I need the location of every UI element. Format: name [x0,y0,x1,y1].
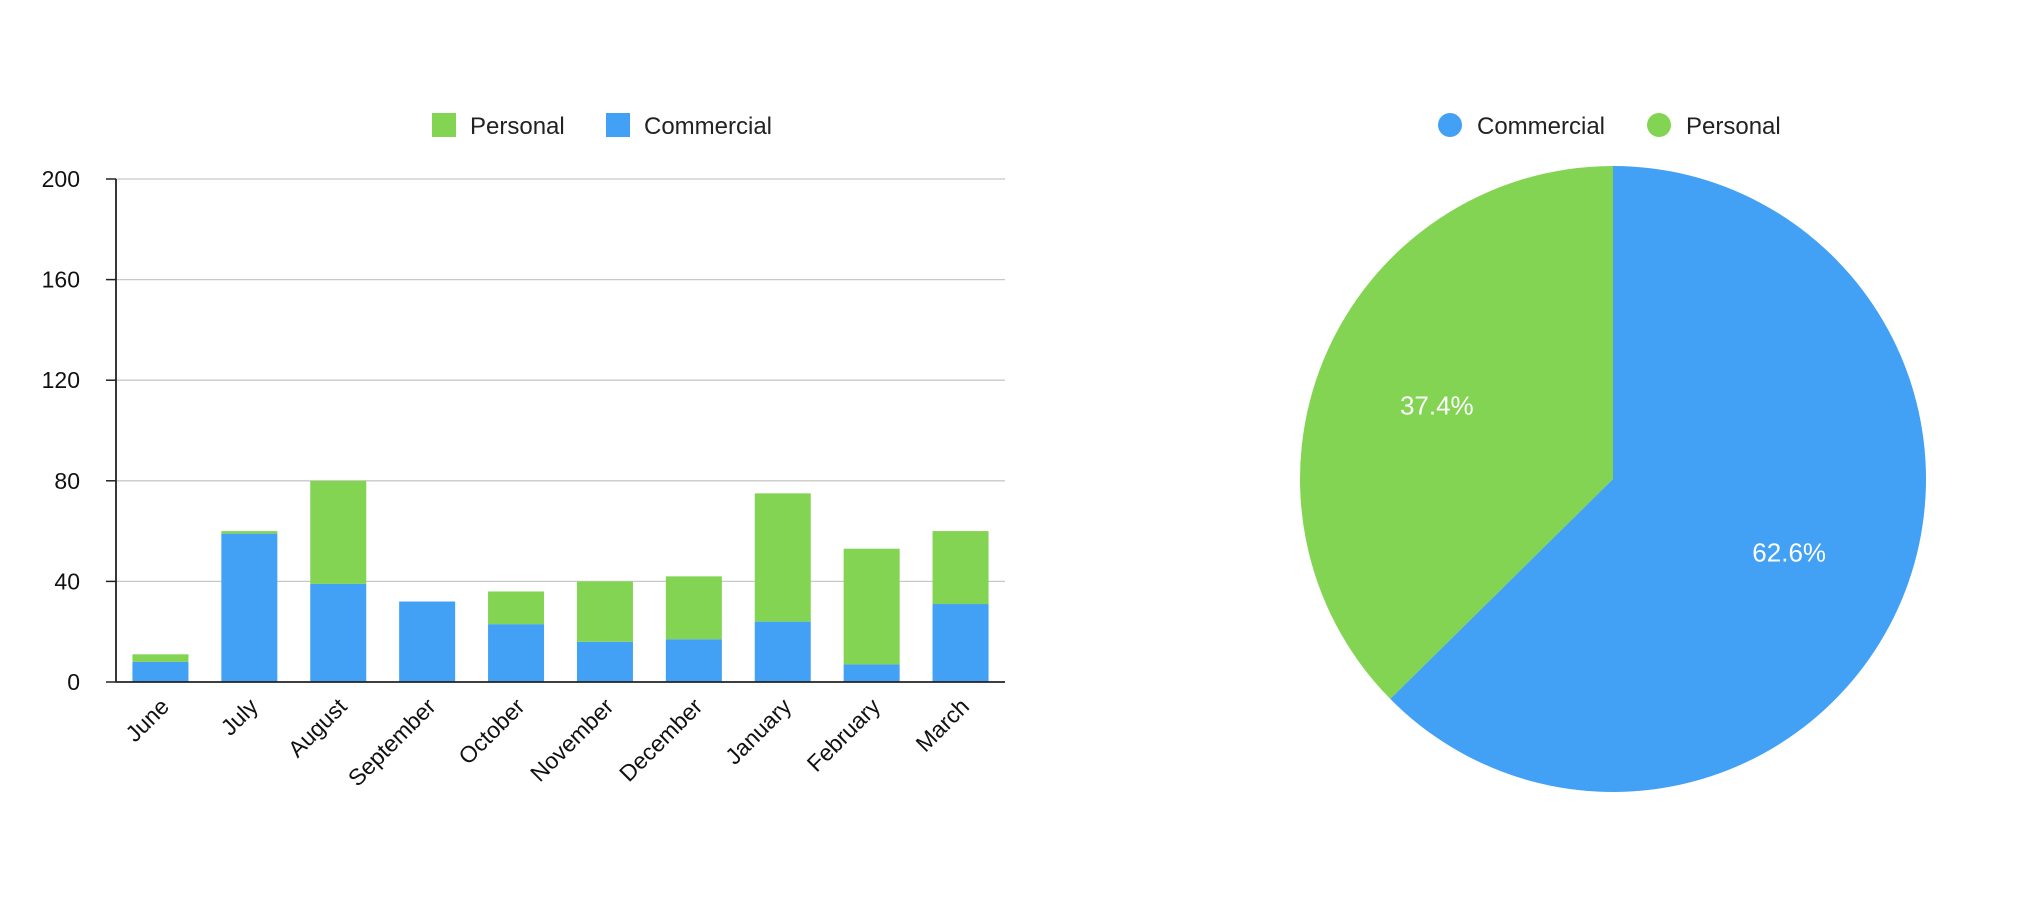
legend-dot-commercial [1438,113,1462,137]
pie-slice-label: 62.6% [1752,538,1826,568]
pie-slice-label: 37.4% [1400,390,1474,420]
x-tick-label: December [614,693,708,787]
x-tick-label: January [720,693,797,770]
pie-legend: Commercial Personal [1438,113,1781,140]
bar-commercial-march [932,604,989,682]
bar-commercial-july [221,533,278,682]
bar-commercial-august [310,583,367,682]
legend-label: Personal [1686,113,1781,140]
bar-personal-june [132,654,189,662]
bar-commercial-november [576,641,633,682]
x-tick-label: September [343,693,441,791]
x-tick-label: July [216,693,264,741]
legend-label: Commercial [1477,113,1605,140]
y-tick-label: 0 [67,669,80,695]
bar-personal-august [310,480,367,584]
pie-slice-commercial [1390,166,1926,792]
legend-dot-personal [1647,113,1671,137]
bar-legend: Personal Commercial [432,113,772,140]
bar-commercial-october [488,624,545,682]
x-tick-label: August [283,693,352,762]
x-tick-label: February [802,693,886,777]
bar-personal-february [843,548,900,665]
legend-label: Commercial [644,113,772,140]
y-tick-label: 120 [42,367,80,393]
bar-personal-october [488,591,545,625]
pie-slice-personal [1299,166,1613,699]
bar-personal-july [221,531,278,534]
bar-personal-december [665,576,722,640]
bar-personal-march [932,531,989,605]
y-tick-label: 160 [42,267,80,293]
pie-chart: 62.6% 37.4% Commercial Personal [1299,113,1926,792]
x-tick-label: March [911,693,975,757]
y-tick-label: 40 [54,568,80,594]
legend-label: Personal [470,113,565,140]
legend-swatch-commercial [606,113,630,137]
bar-commercial-february [843,664,900,682]
x-tick-label: June [120,693,174,747]
bar-personal-november [576,581,633,642]
bar-commercial-december [665,639,722,682]
legend-swatch-personal [432,113,456,137]
bar-personal-january [754,493,811,622]
bar-commercial-june [132,661,189,682]
y-tick-label: 80 [54,468,80,494]
bar-commercial-january [754,621,811,682]
y-tick-label: 200 [42,166,80,192]
x-tick-label: November [525,693,619,787]
bar-commercial-september [399,601,456,682]
x-tick-label: October [453,693,529,769]
